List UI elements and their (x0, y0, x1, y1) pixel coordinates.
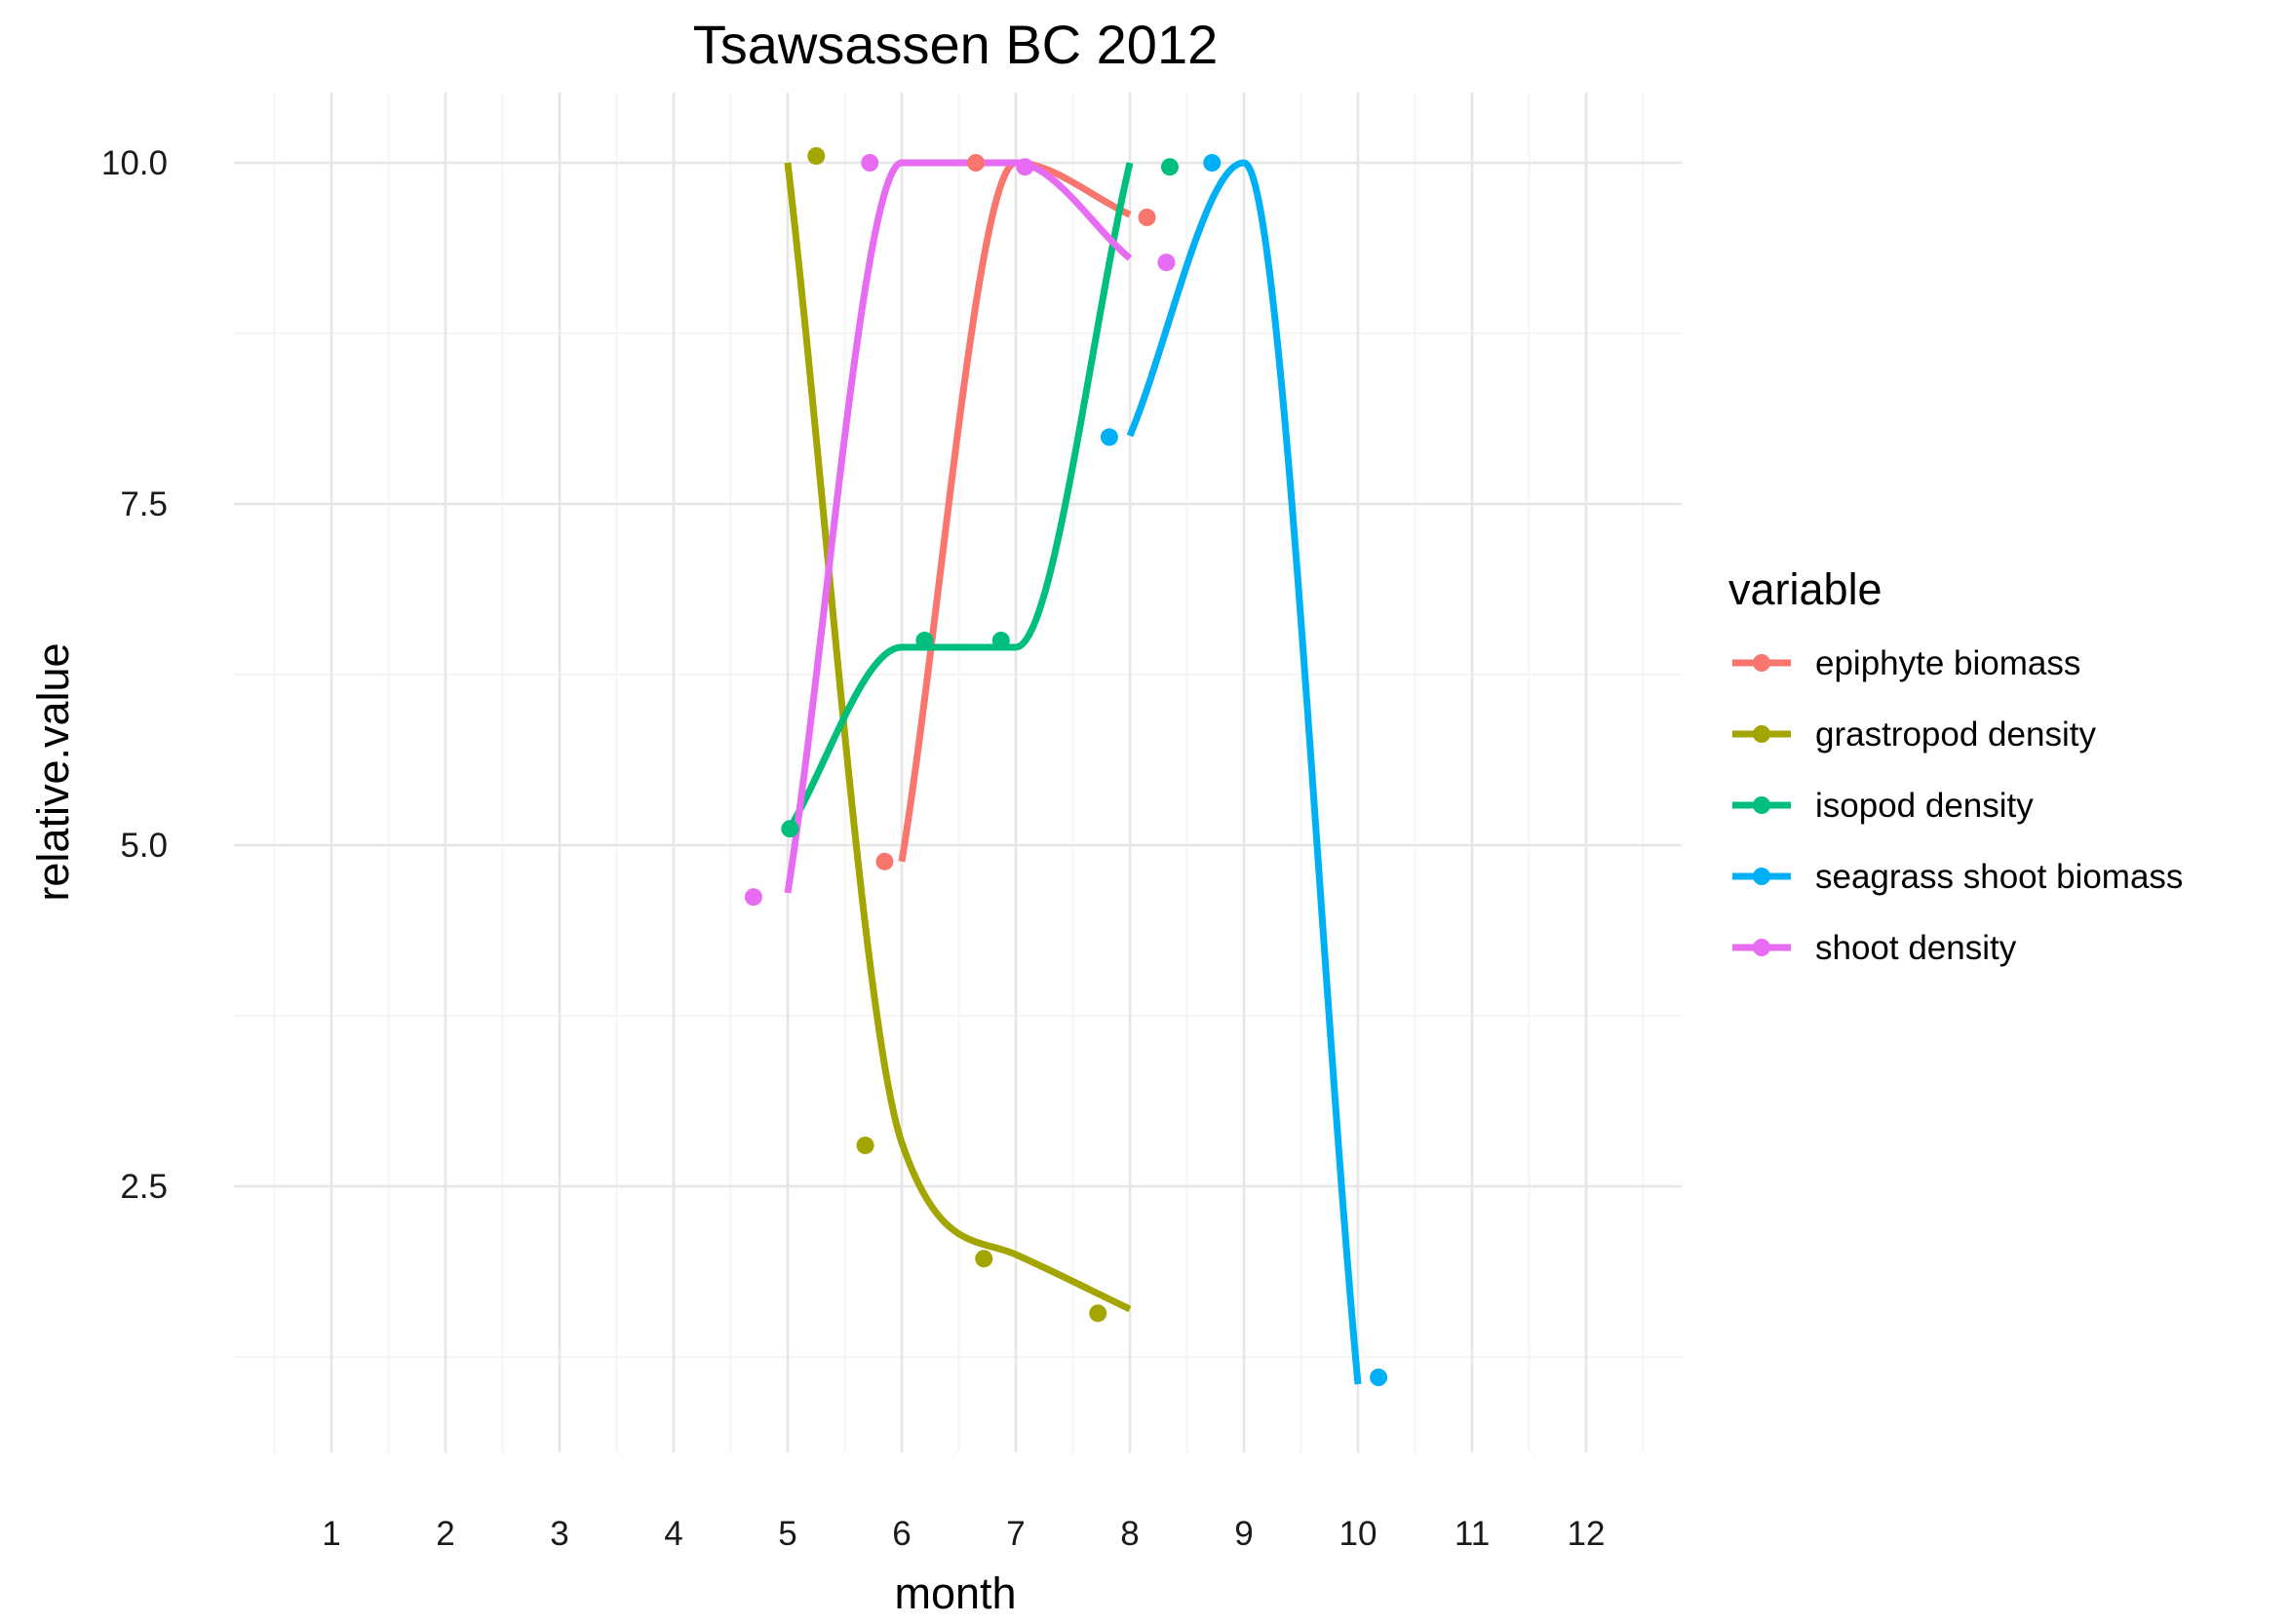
y-tick-label: 10.0 (101, 144, 168, 182)
y-tick-label: 2.5 (120, 1168, 168, 1206)
legend-key-point-shoot-density (1753, 939, 1770, 956)
data-point-grastropod-density (807, 147, 826, 165)
legend-label-isopod-density: isopod density (1815, 787, 2034, 825)
x-tick-label: 8 (1120, 1515, 1139, 1553)
legend-label-shoot-density: shoot density (1815, 929, 2017, 967)
series-line-shoot-density (784, 159, 1133, 894)
data-point-epiphyte-biomass (875, 852, 894, 870)
x-tick-label: 4 (664, 1515, 682, 1553)
data-point-seagrass-shoot-biomass (1370, 1369, 1388, 1386)
y-axis-ticks: 2.5 5.0 7.5 10.0 (101, 144, 168, 1206)
x-tick-label: 9 (1234, 1515, 1253, 1553)
x-tick-label: 12 (1568, 1515, 1606, 1553)
series-line-epiphyte-biomass (898, 159, 1132, 863)
x-tick-label: 6 (892, 1515, 911, 1553)
x-tick-label: 5 (778, 1515, 796, 1553)
series-curves (784, 159, 1362, 1385)
data-point-shoot-density (1157, 253, 1176, 272)
x-tick-label: 11 (1455, 1515, 1490, 1553)
data-point-isopod-density (915, 632, 934, 649)
y-axis-title: relative.value (28, 642, 78, 901)
data-point-shoot-density (861, 154, 879, 172)
data-point-shoot-density (1016, 158, 1034, 176)
legend-key-point-isopod-density (1753, 796, 1770, 814)
data-point-grastropod-density (975, 1250, 993, 1268)
series-points (744, 147, 1388, 1386)
legend-label-epiphyte-biomass: epiphyte biomass (1815, 644, 2080, 682)
x-tick-label: 2 (436, 1515, 454, 1553)
data-point-grastropod-density (856, 1137, 874, 1154)
grid-minor (234, 93, 1682, 1452)
grid-major (234, 93, 1682, 1452)
legend-title: variable (1728, 564, 1882, 614)
data-point-epiphyte-biomass (1138, 209, 1156, 226)
x-tick-label: 10 (1339, 1515, 1378, 1553)
legend-key-point-epiphyte-biomass (1753, 654, 1770, 672)
y-tick-label: 7.5 (120, 485, 168, 523)
x-tick-label: 1 (322, 1515, 340, 1553)
data-point-seagrass-shoot-biomass (1203, 154, 1222, 172)
data-point-seagrass-shoot-biomass (1100, 428, 1118, 446)
chart-title: Tsawsassen BC 2012 (693, 14, 1219, 75)
legend-label-grastropod-density: grastropod density (1815, 715, 2096, 754)
data-point-shoot-density (744, 888, 762, 907)
data-point-isopod-density (1160, 158, 1179, 176)
series-line-seagrass-shoot-biomass (1126, 159, 1362, 1385)
x-axis-title: month (894, 1568, 1016, 1618)
x-tick-label: 7 (1006, 1515, 1025, 1553)
data-point-isopod-density (781, 820, 799, 838)
x-tick-label: 3 (550, 1515, 568, 1553)
series-line-grastropod-density (784, 162, 1132, 1313)
data-point-isopod-density (991, 632, 1010, 649)
x-axis-ticks: 1 2 3 4 5 6 7 8 9 10 11 12 (322, 1515, 1605, 1553)
legend: variable epiphyte biomass grastropod dens… (1728, 564, 2183, 967)
legend-key-point-grastropod-density (1753, 725, 1770, 743)
legend-key-point-seagrass-shoot-biomass (1753, 868, 1770, 885)
y-tick-label: 5.0 (120, 827, 168, 865)
data-point-epiphyte-biomass (967, 154, 986, 172)
data-point-grastropod-density (1089, 1304, 1107, 1323)
legend-label-seagrass-shoot-biomass: seagrass shoot biomass (1815, 858, 2183, 896)
